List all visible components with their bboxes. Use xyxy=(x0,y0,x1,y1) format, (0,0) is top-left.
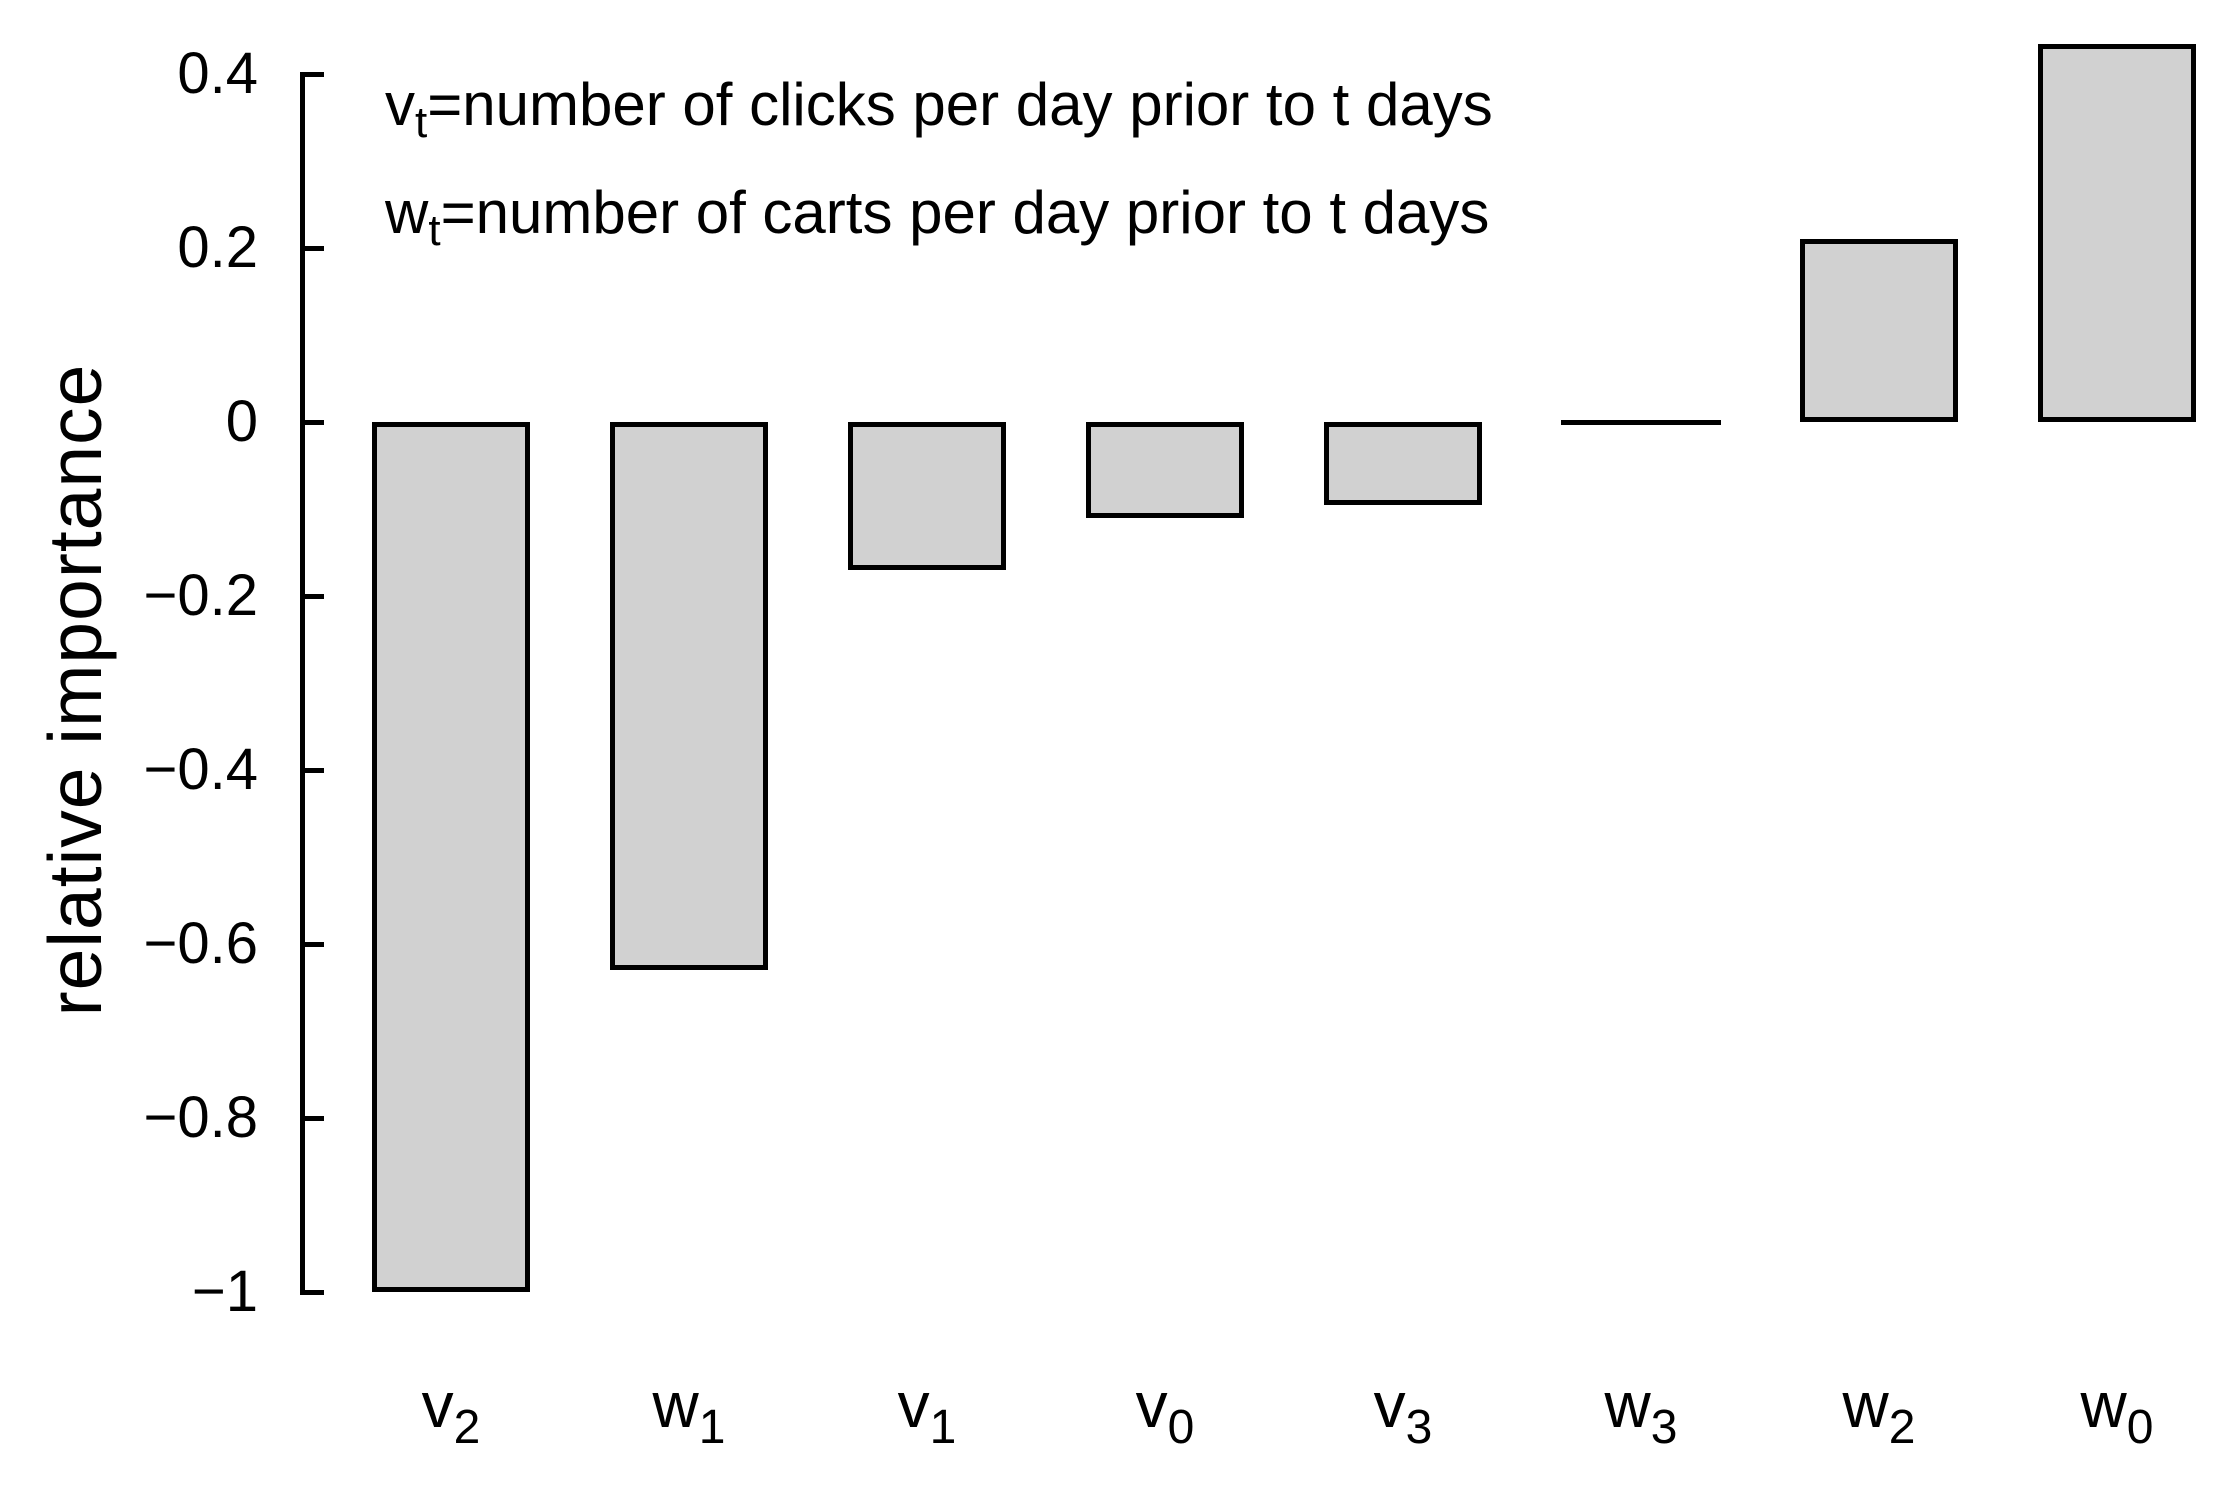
x-category-subscript: 3 xyxy=(1650,1401,1678,1454)
x-category-base: v xyxy=(421,1369,454,1441)
annotation-variable: v xyxy=(385,71,415,138)
x-category-label: w3 xyxy=(1522,1368,1760,1454)
annotation-subscript: t xyxy=(415,98,428,147)
y-axis-tick-label: −1 xyxy=(191,1259,258,1324)
x-category-label: w0 xyxy=(1998,1368,2225,1454)
x-category-label: v2 xyxy=(332,1368,570,1454)
y-axis-tick xyxy=(300,593,324,599)
y-axis-tick xyxy=(300,1115,324,1121)
y-axis-tick-label: 0 xyxy=(225,389,258,454)
x-category-base: v xyxy=(1373,1369,1406,1441)
annotation-text: =number of clicks per day prior to t day… xyxy=(427,71,1493,138)
x-category-subscript: 0 xyxy=(1167,1401,1195,1454)
x-category-label: v3 xyxy=(1284,1368,1522,1454)
y-axis-tick xyxy=(300,419,324,425)
y-axis-tick xyxy=(300,1289,324,1295)
x-category-base: v xyxy=(897,1369,930,1441)
x-category-label: w2 xyxy=(1760,1368,1998,1454)
x-category-subscript: 2 xyxy=(453,1401,481,1454)
annotation-subscript: t xyxy=(428,206,441,255)
annotation-text: =number of carts per day prior to t days xyxy=(440,179,1490,246)
x-category-base: w xyxy=(2080,1369,2127,1441)
y-axis-tick-label: −0.8 xyxy=(143,1085,259,1150)
y-axis-tick-label: 0.2 xyxy=(177,215,258,280)
bar xyxy=(1800,239,1958,422)
y-axis-tick-label: −0.4 xyxy=(143,737,259,802)
annotation-clicks-definition: vt=number of clicks per day prior to t d… xyxy=(385,70,1493,147)
y-axis-tick-label: 0.4 xyxy=(177,41,258,106)
x-category-subscript: 3 xyxy=(1405,1401,1433,1454)
y-axis-tick-label: −0.2 xyxy=(143,563,259,628)
x-category-label: w1 xyxy=(570,1368,808,1454)
y-axis-line xyxy=(300,71,305,1295)
x-category-base: w xyxy=(1604,1369,1651,1441)
bar xyxy=(848,422,1006,570)
x-category-base: w xyxy=(652,1369,699,1441)
annotation-variable: w xyxy=(385,179,429,246)
y-axis-tick-label: −0.6 xyxy=(143,911,259,976)
x-category-label: v1 xyxy=(808,1368,1046,1454)
x-category-subscript: 1 xyxy=(698,1401,726,1454)
x-category-base: v xyxy=(1135,1369,1168,1441)
bar-zero-value xyxy=(1561,419,1721,425)
y-axis-tick xyxy=(300,767,324,773)
x-category-base: w xyxy=(1842,1369,1889,1441)
y-axis-tick xyxy=(300,71,324,77)
x-category-label: v0 xyxy=(1046,1368,1284,1454)
bar xyxy=(1324,422,1482,505)
y-axis-tick xyxy=(300,941,324,947)
y-axis-tick xyxy=(300,245,324,251)
annotation-carts-definition: wt=number of carts per day prior to t da… xyxy=(385,178,1490,255)
x-category-subscript: 1 xyxy=(929,1401,957,1454)
x-category-subscript: 2 xyxy=(1888,1401,1916,1454)
bar xyxy=(1086,422,1244,518)
bar xyxy=(2038,44,2196,422)
bar xyxy=(372,422,530,1292)
bar xyxy=(610,422,768,970)
x-category-subscript: 0 xyxy=(2126,1401,2154,1454)
